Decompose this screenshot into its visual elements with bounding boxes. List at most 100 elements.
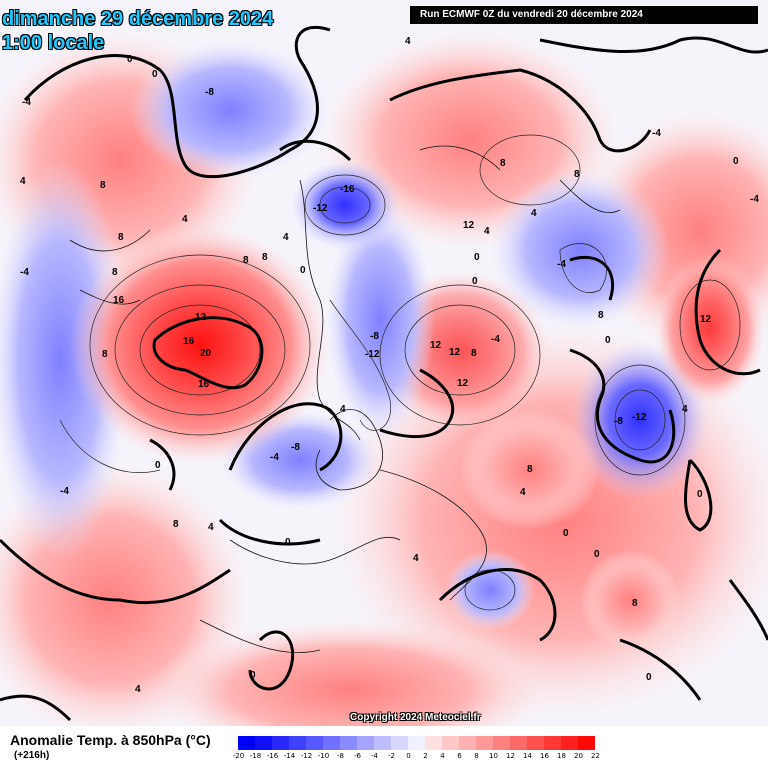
legend-swatch bbox=[578, 736, 595, 750]
coastlines bbox=[69, 145, 621, 654]
contour-label: 8 bbox=[112, 267, 118, 278]
contour-label: 0 bbox=[472, 276, 478, 287]
legend-swatch bbox=[561, 736, 578, 750]
contour-label: 4 bbox=[531, 208, 537, 219]
contour-label: 0 bbox=[594, 549, 600, 560]
contour-label: 0 bbox=[646, 672, 652, 683]
contour-label: 4 bbox=[182, 214, 188, 225]
legend-tick-label: 12 bbox=[506, 752, 515, 760]
legend-tick-label: -2 bbox=[388, 752, 395, 760]
contour-label: 8 bbox=[173, 519, 179, 530]
contour-label: 0 bbox=[563, 528, 569, 539]
contour-label: 4 bbox=[135, 684, 141, 695]
contour-label: -4 bbox=[22, 97, 31, 108]
contour-label: 4 bbox=[340, 404, 346, 415]
contour-label: 0 bbox=[127, 54, 133, 65]
contour-label: 8 bbox=[527, 464, 533, 475]
legend-swatch bbox=[289, 736, 306, 750]
contour-label: 12 bbox=[463, 220, 475, 231]
legend-tick-label: 0 bbox=[406, 752, 411, 760]
legend-tick-label: 22 bbox=[591, 752, 600, 760]
contour-label: 20 bbox=[200, 348, 212, 359]
legend-swatch bbox=[272, 736, 289, 750]
legend-swatch bbox=[476, 736, 493, 750]
contour-label: 0 bbox=[605, 335, 611, 346]
contour-label: 8 bbox=[102, 349, 108, 360]
contour-label: 12 bbox=[430, 340, 442, 351]
contour-label: 8 bbox=[500, 158, 506, 169]
contour-label: -8 bbox=[205, 87, 214, 98]
contour-label: 4 bbox=[283, 232, 289, 243]
thick-contours bbox=[0, 25, 768, 722]
forecast-lead: (+216h) bbox=[14, 750, 50, 761]
contour-label: 4 bbox=[484, 226, 490, 237]
contour-label: 8 bbox=[243, 255, 249, 266]
variable-title: Anomalie Temp. à 850hPa (°C) bbox=[10, 732, 211, 748]
thin-contours bbox=[59, 134, 741, 611]
contour-label: 16 bbox=[198, 379, 210, 390]
anomaly-fill bbox=[0, 30, 768, 760]
contour-label: 0 bbox=[155, 460, 161, 471]
contour-label: 4 bbox=[682, 404, 688, 415]
contour-label: 0 bbox=[733, 156, 739, 167]
contour-label: -4 bbox=[60, 486, 69, 497]
forecast-time: 1:00 locale bbox=[2, 32, 105, 54]
contour-label: 8 bbox=[632, 598, 638, 609]
legend-swatch bbox=[323, 736, 340, 750]
contour-label: -4 bbox=[491, 334, 500, 345]
contour-label: 12 bbox=[195, 312, 207, 323]
legend-swatch bbox=[306, 736, 323, 750]
legend-tick-label: -20 bbox=[232, 752, 245, 760]
legend-tick-label: 16 bbox=[540, 752, 549, 760]
legend-tick-label: 2 bbox=[423, 752, 428, 760]
contour-label: -4 bbox=[20, 267, 29, 278]
contour-label: 4 bbox=[413, 553, 419, 564]
contour-label: -8 bbox=[291, 442, 300, 453]
contour-label: -4 bbox=[652, 128, 661, 139]
contour-label: 0 bbox=[474, 252, 480, 263]
legend-tick-label: 4 bbox=[440, 752, 445, 760]
legend-tick-label: -10 bbox=[317, 752, 330, 760]
legend-swatch bbox=[238, 736, 255, 750]
legend-swatch bbox=[459, 736, 476, 750]
contour-label: 0 bbox=[250, 670, 256, 681]
legend-tick-label: -16 bbox=[266, 752, 279, 760]
legend-swatch bbox=[425, 736, 442, 750]
contour-label: 4 bbox=[20, 176, 26, 187]
contour-label: 16 bbox=[113, 295, 125, 306]
contour-label: 4 bbox=[208, 522, 214, 533]
legend-tick-label: -4 bbox=[371, 752, 378, 760]
legend-swatch bbox=[391, 736, 408, 750]
contour-label: 0 bbox=[152, 69, 158, 80]
legend-swatch bbox=[544, 736, 561, 750]
legend-swatch bbox=[442, 736, 459, 750]
legend-swatch bbox=[340, 736, 357, 750]
legend-tick-label: 20 bbox=[574, 752, 583, 760]
legend-tick-label: -6 bbox=[354, 752, 361, 760]
contour-label: 8 bbox=[262, 252, 268, 263]
contour-label: 8 bbox=[100, 180, 106, 191]
contour-label: 8 bbox=[598, 310, 604, 321]
contour-label: 16 bbox=[183, 336, 195, 347]
legend-tick-label: 14 bbox=[523, 752, 532, 760]
legend-swatch bbox=[527, 736, 544, 750]
contour-label: -8 bbox=[370, 331, 379, 342]
legend-tick-label: -8 bbox=[337, 752, 344, 760]
legend-swatch bbox=[510, 736, 527, 750]
contour-label: 0 bbox=[300, 265, 306, 276]
contour-label: -8 bbox=[614, 416, 623, 427]
run-info: Run ECMWF 0Z du vendredi 20 décembre 202… bbox=[410, 6, 758, 24]
forecast-date: dimanche 29 décembre 2024 bbox=[2, 8, 274, 30]
legend-tick-label: 6 bbox=[457, 752, 462, 760]
contour-label: -4 bbox=[557, 259, 566, 270]
legend-tick-label: 18 bbox=[557, 752, 566, 760]
contour-label: 8 bbox=[118, 232, 124, 243]
contour-label: 4 bbox=[405, 36, 411, 47]
contour-label: 4 bbox=[520, 487, 526, 498]
legend-tick-label: -18 bbox=[249, 752, 262, 760]
legend-swatch bbox=[493, 736, 510, 750]
legend-swatch bbox=[357, 736, 374, 750]
contour-label: -12 bbox=[632, 412, 647, 423]
